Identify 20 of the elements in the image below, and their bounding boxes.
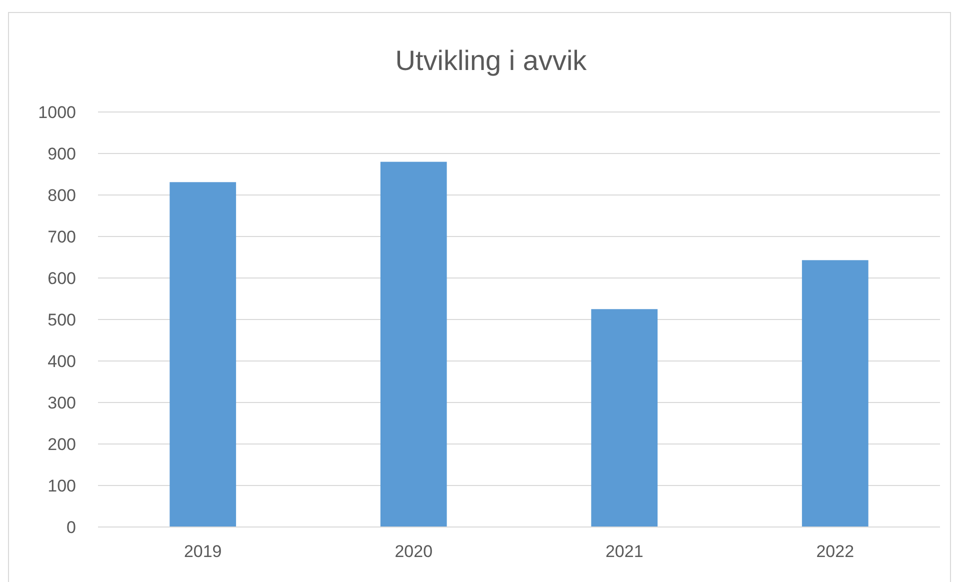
y-tick-label: 100	[48, 476, 76, 496]
bar	[591, 309, 658, 527]
bar	[802, 260, 868, 527]
x-tick-label: 2021	[605, 542, 644, 561]
x-tick-label: 2020	[394, 542, 433, 561]
y-tick-label: 0	[66, 518, 76, 537]
bar	[170, 182, 236, 527]
y-tick-label: 700	[48, 227, 76, 246]
y-tick-label: 600	[48, 268, 76, 288]
x-tick-label: 2022	[816, 542, 854, 561]
x-tick-label: 2019	[184, 542, 222, 561]
y-tick-label: 300	[48, 393, 76, 412]
y-tick-label: 400	[48, 352, 76, 371]
bar	[380, 162, 447, 527]
y-tick-label: 800	[48, 186, 76, 205]
chart-title: Utvikling i avvik	[395, 45, 588, 76]
y-tick-label: 1000	[38, 102, 76, 122]
y-tick-label: 200	[48, 434, 76, 454]
y-tick-label: 500	[48, 310, 76, 330]
y-tick-label: 900	[48, 144, 76, 164]
